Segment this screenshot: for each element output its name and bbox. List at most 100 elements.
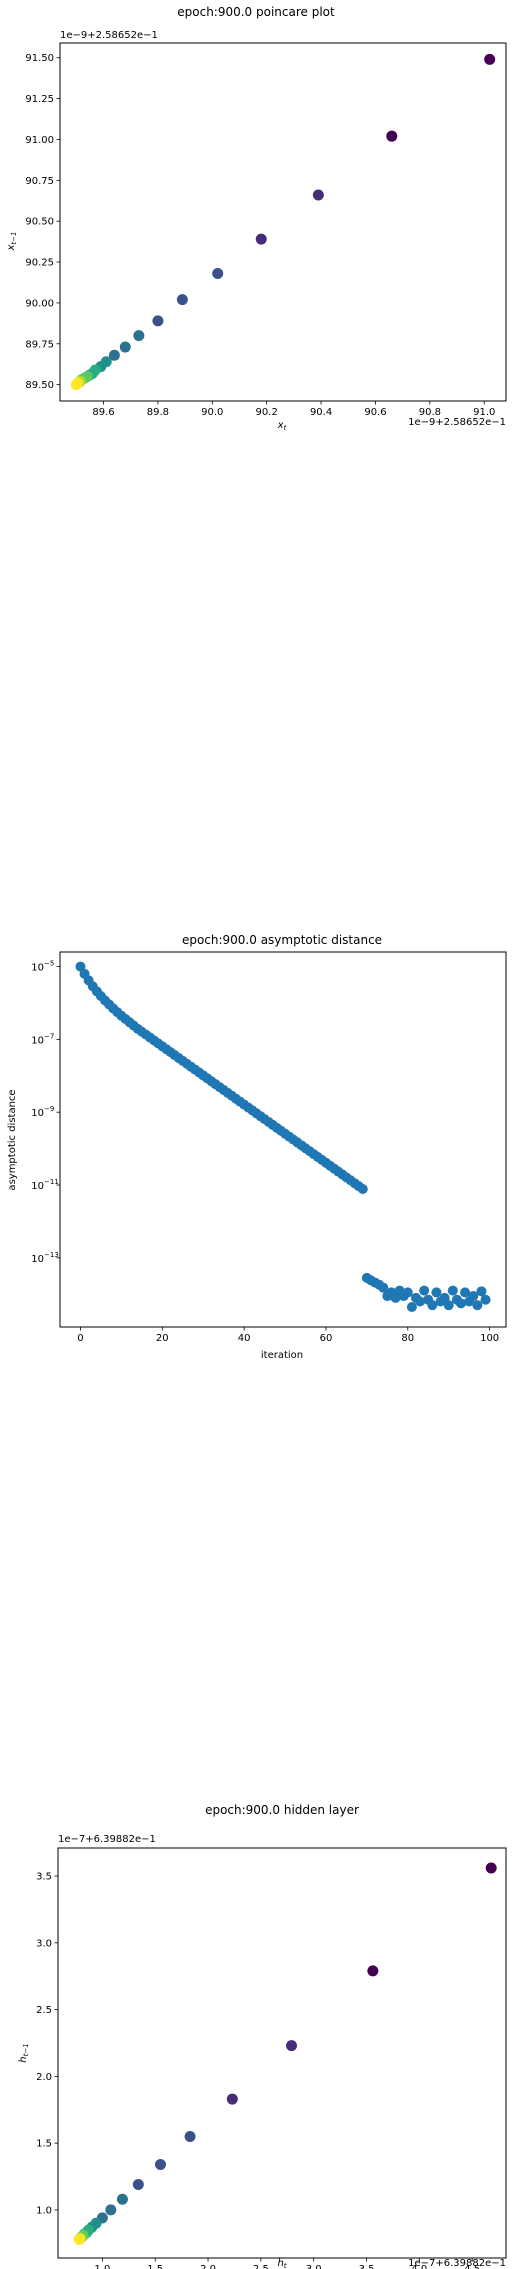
data-point [367, 1965, 379, 1977]
data-point [476, 1286, 487, 1297]
data-point [184, 2130, 196, 2142]
x-tick-label: 20 [156, 1333, 169, 1344]
y-tick-exponent: −11 [44, 1178, 59, 1186]
y-tick-exponent: −13 [44, 1251, 59, 1259]
poincare-x-offset: 1e−9+2.58652e−1 [408, 417, 506, 428]
y-tick-label: 90.25 [25, 258, 54, 269]
x-tick-label: 90.0 [201, 407, 223, 418]
data-point [176, 294, 188, 306]
distance-x-ticks: 0 20 40 60 80 100 [77, 1327, 499, 1344]
x-tick-label: 3.5 [359, 2264, 375, 2269]
hidden-x-offset: 1e−7+6.39882e−1 [408, 2258, 506, 2269]
data-point [390, 1292, 401, 1303]
x-tick-label: 90.6 [364, 407, 386, 418]
data-point [480, 1294, 491, 1305]
poincare-y-label: xt−1 [6, 232, 18, 252]
distance-plot-area [59, 951, 507, 1328]
y-tick-exponent: −7 [44, 1032, 54, 1040]
data-point [154, 2159, 166, 2171]
x-tick-label: 3.0 [306, 2264, 322, 2269]
x-tick-label: 40 [238, 1333, 251, 1344]
data-point [132, 2179, 144, 2191]
y-tick-exponent: −9 [44, 1105, 54, 1113]
y-tick-label: 10 [31, 963, 44, 974]
hidden-layer-plot: epoch:900.0 hidden layer 1e−7+6.39882e−1… [18, 1803, 507, 2269]
y-tick-label: 10 [31, 1035, 44, 1046]
data-point [406, 1301, 417, 1312]
y-tick-label: 89.50 [25, 380, 54, 391]
data-point [415, 1296, 426, 1307]
data-point [402, 1287, 413, 1298]
hidden-x-ticks: 1.0 1.5 2.0 2.5 3.0 3.5 4.0 4.5 [94, 2258, 480, 2269]
data-point [105, 2204, 117, 2216]
distance-plot: epoch:900.0 asymptotic distance 0 20 40 60 8… [7, 933, 507, 1361]
y-tick-label: 89.75 [25, 339, 54, 350]
poincare-points [70, 53, 496, 391]
data-point [255, 233, 267, 245]
x-tick-label: 4.0 [411, 2264, 427, 2269]
y-tick-exponent: −5 [44, 960, 54, 968]
y-tick-label: 3.5 [36, 1872, 52, 1883]
x-tick-label: 4.5 [464, 2264, 480, 2269]
data-point [427, 1300, 438, 1311]
poincare-plot-area [59, 42, 507, 402]
y-tick-label: 1.5 [36, 2139, 52, 2150]
y-tick-label: 91.50 [25, 53, 54, 64]
data-point [443, 1300, 454, 1311]
x-tick-label: 90.4 [310, 407, 332, 418]
y-tick-label: 90.75 [25, 176, 54, 187]
poincare-y-ticks: 89.50 89.75 90.00 90.25 90.50 90.75 91.00 91.25… [25, 53, 60, 391]
data-point [312, 189, 324, 201]
y-tick-label: 10 [31, 1181, 44, 1192]
data-point [75, 961, 86, 972]
x-tick-label: 0 [77, 1333, 83, 1344]
data-point [431, 1287, 442, 1298]
distance-points [75, 961, 491, 1312]
poincare-x-label: xt [277, 420, 287, 432]
data-point [378, 1282, 389, 1293]
hidden-points [73, 1862, 497, 2245]
data-point [468, 1291, 479, 1302]
data-point [455, 1298, 466, 1309]
data-point [212, 267, 224, 279]
data-point [460, 1287, 471, 1298]
hidden-x-label: ht [277, 2258, 286, 2269]
data-point [485, 1862, 497, 1874]
poincare-plot: epoch:900.0 poincare plot 1e−9+2.58652e−… [6, 5, 507, 432]
distance-x-label: iteration [261, 1350, 303, 1361]
x-tick-label: 1.0 [94, 2264, 110, 2269]
hidden-y-label: ht−1 [18, 2043, 30, 2062]
data-point [152, 315, 164, 327]
data-point [357, 1184, 368, 1195]
y-tick-label: 1.0 [36, 2205, 52, 2216]
y-tick-label: 10 [31, 1108, 44, 1119]
data-point [119, 341, 131, 353]
y-tick-label: 3.0 [36, 1938, 52, 1949]
data-point [439, 1292, 450, 1303]
y-tick-label: 90.50 [25, 217, 54, 228]
x-tick-label: 1.5 [147, 2264, 163, 2269]
data-point [116, 2193, 128, 2205]
data-point [73, 2233, 85, 2245]
x-tick-label: 90.8 [419, 407, 441, 418]
hidden-plot-area [57, 1847, 507, 2259]
poincare-y-offset: 1e−9+2.58652e−1 [60, 30, 158, 41]
hidden-y-offset: 1e−7+6.39882e−1 [58, 1834, 156, 1845]
data-point [226, 2093, 238, 2105]
y-tick-label: 2.0 [36, 2072, 52, 2083]
data-point [286, 2040, 298, 2052]
data-point [70, 379, 82, 391]
x-tick-label: 89.8 [147, 407, 169, 418]
hidden-title: epoch:900.0 hidden layer [205, 1803, 359, 1817]
data-point [472, 1300, 483, 1311]
data-point [108, 349, 120, 361]
y-tick-label: 91.25 [25, 94, 54, 105]
x-tick-label: 60 [320, 1333, 333, 1344]
poincare-title: epoch:900.0 poincare plot [177, 5, 335, 19]
data-point [133, 330, 145, 342]
data-point [386, 130, 398, 142]
y-tick-label: 91.00 [25, 135, 54, 146]
x-tick-label: 90.2 [256, 407, 278, 418]
x-tick-label: 80 [401, 1333, 414, 1344]
